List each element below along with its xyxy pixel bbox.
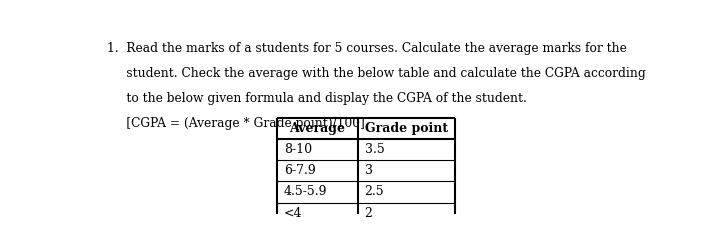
Text: 3: 3 — [364, 164, 372, 177]
Text: Average: Average — [289, 122, 346, 135]
Text: 2: 2 — [364, 207, 372, 220]
Text: <4: <4 — [284, 207, 302, 220]
Text: student. Check the average with the below table and calculate the CGPA according: student. Check the average with the belo… — [107, 67, 646, 80]
Text: 8-10: 8-10 — [284, 143, 312, 156]
Text: 4.5-5.9: 4.5-5.9 — [284, 185, 327, 198]
Text: Grade point: Grade point — [365, 122, 449, 135]
Text: 6-7.9: 6-7.9 — [284, 164, 315, 177]
Text: [CGPA = (Average * Grade point)/100].: [CGPA = (Average * Grade point)/100]. — [107, 117, 369, 130]
Text: 1.  Read the marks of a students for 5 courses. Calculate the average marks for : 1. Read the marks of a students for 5 co… — [107, 42, 626, 55]
Text: 3.5: 3.5 — [364, 143, 384, 156]
Text: to the below given formula and display the CGPA of the student.: to the below given formula and display t… — [107, 92, 526, 105]
Text: 2.5: 2.5 — [364, 185, 384, 198]
